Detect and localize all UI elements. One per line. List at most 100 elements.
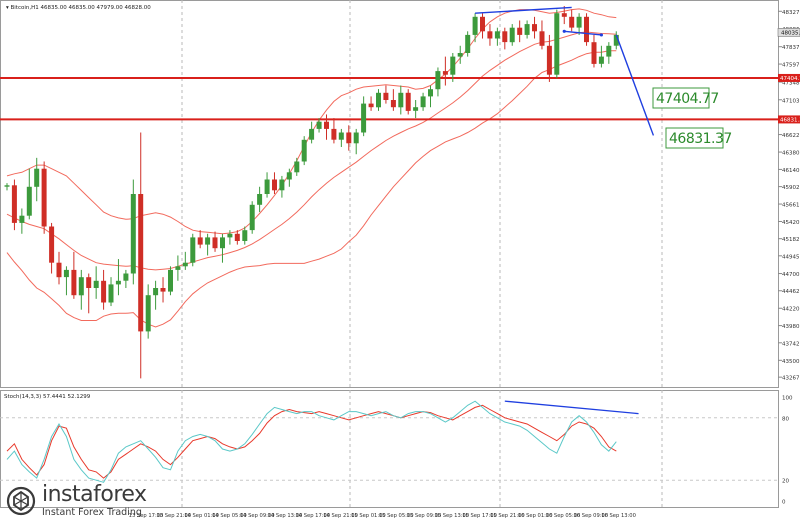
candle-body xyxy=(472,16,478,35)
price-tick-label: 47597.00 xyxy=(782,63,800,69)
candle-body xyxy=(153,288,159,296)
chart-header: ▾ Bitcoin,H1 46835.00 46835.00 47979.00 … xyxy=(6,5,151,11)
candle-body xyxy=(561,13,567,17)
candle-body xyxy=(324,121,329,129)
candle-body xyxy=(182,262,188,267)
candle-body xyxy=(286,172,292,180)
candle-body xyxy=(606,45,612,57)
candle-body xyxy=(4,185,10,187)
time-tick-label: 13 Sep 21:00 xyxy=(156,513,191,519)
candle-body xyxy=(49,226,55,263)
candle-body xyxy=(428,89,433,97)
candle-body xyxy=(227,233,233,238)
price-tick-label: 47103.00 xyxy=(782,98,800,104)
time-tick-label: 16 Sep 01:00 xyxy=(518,513,553,519)
candle-body xyxy=(115,280,121,285)
candle-body xyxy=(279,179,285,191)
stoch-tick-label: 100 xyxy=(782,396,793,402)
candle-body xyxy=(405,92,411,111)
candle-body xyxy=(212,237,218,249)
candle-body xyxy=(338,132,344,140)
time-tick-label: 15 Sep 09:00 xyxy=(407,513,442,519)
price-tick-label: 47837.00 xyxy=(782,45,800,51)
candle-body xyxy=(190,237,196,263)
candle-body xyxy=(130,194,136,274)
candle-body xyxy=(309,128,315,140)
candle-body xyxy=(390,100,396,108)
candle-body xyxy=(613,34,619,46)
candle-body xyxy=(368,103,374,108)
candle-body xyxy=(138,194,144,332)
time-tick-label: 13 Sep 17:00 xyxy=(129,513,164,519)
candle-body xyxy=(517,27,523,35)
candle-body xyxy=(205,237,211,245)
candle-body xyxy=(331,128,337,140)
time-tick-label: 14 Sep 17:00 xyxy=(295,513,330,519)
candle-body xyxy=(457,53,463,57)
candle-body xyxy=(34,168,40,187)
candle-body xyxy=(383,92,389,100)
candle-body xyxy=(346,132,352,144)
candle-body xyxy=(539,31,545,46)
trendline-resistance xyxy=(475,6,572,14)
candle-body xyxy=(93,280,99,288)
stoch-tick-label: 80 xyxy=(782,416,789,422)
candle-body xyxy=(234,233,240,241)
level-axis-tag-1 xyxy=(778,115,800,124)
candle-body xyxy=(376,92,381,108)
time-tick-label: 15 Sep 13:00 xyxy=(434,513,469,519)
candle-body xyxy=(272,179,277,191)
candle-body xyxy=(465,34,471,53)
trendline-anchor xyxy=(562,29,566,33)
candle-body xyxy=(435,71,441,90)
candle-body xyxy=(524,24,530,35)
price-tick-label: 45182.00 xyxy=(782,237,800,243)
trendline-short-top xyxy=(564,30,602,36)
time-tick-label: 15 Sep 05:00 xyxy=(379,513,414,519)
candle-body xyxy=(264,179,270,194)
candle-body xyxy=(316,121,322,129)
price-tick-label: 47348.00 xyxy=(782,81,800,87)
candle-body xyxy=(413,107,419,111)
candle-body xyxy=(71,269,77,296)
time-tick-label: 16 Sep 05:00 xyxy=(546,513,581,519)
time-tick-label: 15 Sep 01:00 xyxy=(351,513,386,519)
candle-body xyxy=(197,237,203,245)
candle-body xyxy=(598,56,604,64)
candle-body xyxy=(249,204,255,231)
candle-body xyxy=(509,27,515,43)
price-tick-label: 44462.00 xyxy=(782,289,800,295)
time-tick-label: 14 Sep 01:00 xyxy=(184,513,219,519)
level-callout-label-0: 47404.77 xyxy=(656,91,719,107)
price-tick-label: 46380.00 xyxy=(782,151,800,157)
time-tick-label: 14 Sep 09:00 xyxy=(240,513,275,519)
level-callout-box-1 xyxy=(665,127,724,149)
candle-body xyxy=(361,103,367,133)
time-tick-label: 16 Sep 09:00 xyxy=(573,513,608,519)
price-tick-label: 46140.00 xyxy=(782,168,800,174)
candle-body xyxy=(576,16,582,28)
time-tick-label: 16 Sep 13:00 xyxy=(601,513,636,519)
candle-body xyxy=(569,16,575,28)
candle-body xyxy=(175,266,181,270)
instaforex-logo-icon xyxy=(6,486,36,515)
price-tick-label: 45420.00 xyxy=(782,220,800,226)
candle-body xyxy=(168,269,173,292)
candle-body xyxy=(101,280,107,303)
candle-body xyxy=(19,215,25,223)
price-tick-label: 44700.00 xyxy=(782,272,800,278)
candle-body xyxy=(502,31,508,43)
candle-body xyxy=(257,194,263,205)
level-axis-tag-label: 46831.37 xyxy=(780,118,800,124)
oscillator-panel-border xyxy=(0,390,779,508)
time-axis-strip xyxy=(0,508,778,520)
watermark: instaforex Instant Forex Trading xyxy=(6,484,147,518)
candle-body xyxy=(86,277,92,288)
time-tick-label: 14 Sep 21:00 xyxy=(323,513,358,519)
price-tick-label: 44945.00 xyxy=(782,254,800,260)
candle-body xyxy=(420,96,426,108)
candle-body xyxy=(494,31,500,39)
time-tick-label: 15 Sep 17:00 xyxy=(462,513,497,519)
